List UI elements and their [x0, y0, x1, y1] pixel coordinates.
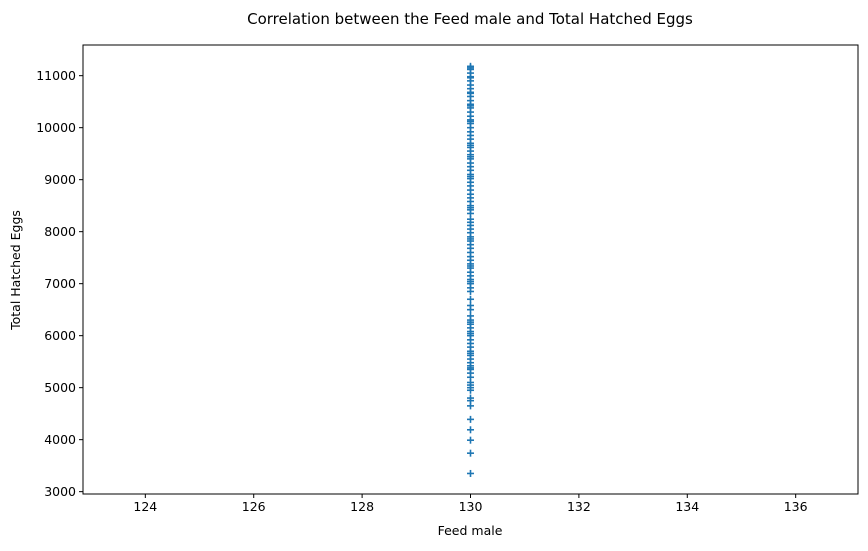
data-point — [467, 312, 474, 320]
y-axis-label: Total Hatched Eggs — [8, 210, 23, 331]
data-point — [467, 102, 474, 110]
data-point — [467, 141, 474, 149]
data-point — [467, 278, 474, 286]
x-axis: 124 126 128 130 132 134 136 — [133, 494, 808, 514]
data-point — [467, 74, 474, 82]
y-tick-label: 7000 — [44, 276, 76, 291]
data-point — [467, 318, 474, 326]
data-point — [467, 89, 474, 97]
y-tick-label: 6000 — [44, 328, 76, 343]
data-point — [467, 235, 474, 243]
data-point — [467, 173, 474, 181]
y-axis: 3000 4000 5000 6000 7000 8000 9000 10000 11000 — [36, 68, 83, 499]
x-tick-label: 128 — [350, 499, 374, 514]
data-point — [467, 436, 474, 444]
data-point — [467, 364, 474, 372]
y-tick-label: 10000 — [36, 120, 76, 135]
y-tick-label: 8000 — [44, 224, 76, 239]
data-point — [467, 262, 474, 270]
points-layer — [467, 62, 474, 477]
data-point — [467, 469, 474, 477]
chart-title: Correlation between the Feed male and To… — [247, 10, 693, 28]
x-tick-label: 126 — [242, 499, 266, 514]
data-point — [467, 449, 474, 457]
y-tick-label: 9000 — [44, 172, 76, 187]
x-axis-label: Feed male — [438, 523, 503, 538]
data-point — [467, 415, 474, 423]
y-tick-label: 11000 — [36, 68, 76, 83]
data-point — [467, 215, 474, 223]
x-tick-label: 136 — [784, 499, 808, 514]
data-point — [467, 302, 474, 310]
data-point — [467, 64, 474, 72]
y-tick-label: 5000 — [44, 380, 76, 395]
data-point — [467, 117, 474, 125]
data-point — [467, 394, 474, 402]
x-tick-label: 134 — [675, 499, 699, 514]
data-point — [467, 153, 474, 161]
y-tick-label: 3000 — [44, 484, 76, 499]
data-point — [467, 426, 474, 434]
x-tick-label: 130 — [459, 499, 483, 514]
data-point — [467, 349, 474, 357]
data-point — [467, 204, 474, 212]
x-tick-label: 124 — [133, 499, 157, 514]
y-tick-label: 4000 — [44, 432, 76, 447]
data-point — [467, 330, 474, 338]
x-tick-label: 132 — [567, 499, 591, 514]
data-point — [467, 295, 474, 303]
